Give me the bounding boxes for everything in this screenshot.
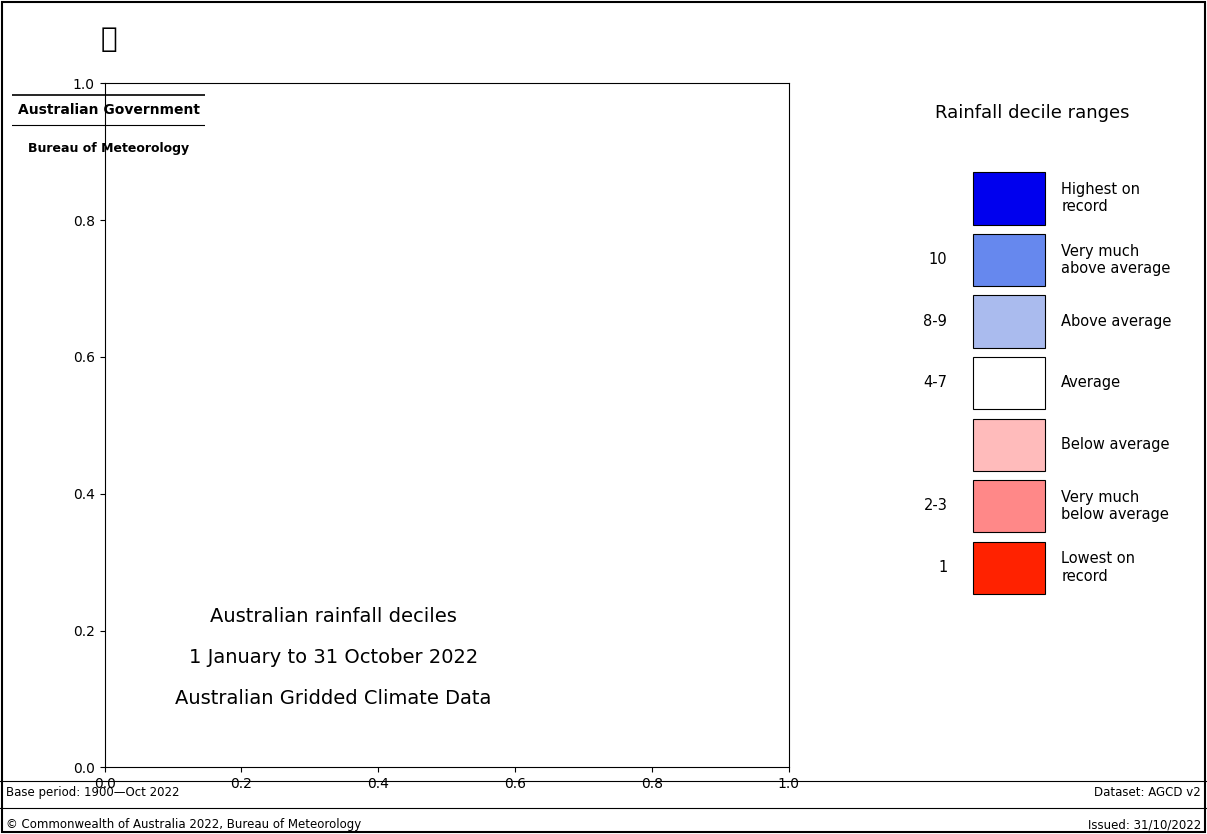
FancyBboxPatch shape <box>973 173 1045 224</box>
Text: 1 January to 31 October 2022: 1 January to 31 October 2022 <box>188 648 478 667</box>
Text: Very much
below average: Very much below average <box>1061 490 1170 522</box>
FancyBboxPatch shape <box>973 419 1045 471</box>
Text: Very much
above average: Very much above average <box>1061 244 1171 276</box>
Text: Australian Gridded Climate Data: Australian Gridded Climate Data <box>175 690 491 708</box>
FancyBboxPatch shape <box>973 295 1045 348</box>
FancyBboxPatch shape <box>973 480 1045 532</box>
Text: 🦘: 🦘 <box>100 25 117 53</box>
Text: Base period: 1900—Oct 2022: Base period: 1900—Oct 2022 <box>6 786 180 799</box>
Text: © Commonwealth of Australia 2022, Bureau of Meteorology: © Commonwealth of Australia 2022, Bureau… <box>6 818 361 831</box>
Text: Australian Government: Australian Government <box>18 103 199 117</box>
Text: 1: 1 <box>938 560 947 575</box>
Text: Dataset: AGCD v2: Dataset: AGCD v2 <box>1095 786 1201 799</box>
Text: Highest on
record: Highest on record <box>1061 182 1141 214</box>
Text: Average: Average <box>1061 375 1121 390</box>
Text: 10: 10 <box>928 252 947 267</box>
Text: Below average: Below average <box>1061 437 1170 452</box>
FancyBboxPatch shape <box>973 234 1045 286</box>
Text: 8-9: 8-9 <box>923 314 947 329</box>
Text: 2-3: 2-3 <box>923 499 947 514</box>
FancyBboxPatch shape <box>973 357 1045 409</box>
Text: 4-7: 4-7 <box>923 375 947 390</box>
Text: Issued: 31/10/2022: Issued: 31/10/2022 <box>1088 818 1201 831</box>
Text: Lowest on
record: Lowest on record <box>1061 551 1136 584</box>
Text: Australian rainfall deciles: Australian rainfall deciles <box>210 607 456 626</box>
Text: Above average: Above average <box>1061 314 1172 329</box>
Text: Bureau of Meteorology: Bureau of Meteorology <box>28 143 189 155</box>
Text: Rainfall decile ranges: Rainfall decile ranges <box>934 104 1130 122</box>
FancyBboxPatch shape <box>973 541 1045 594</box>
